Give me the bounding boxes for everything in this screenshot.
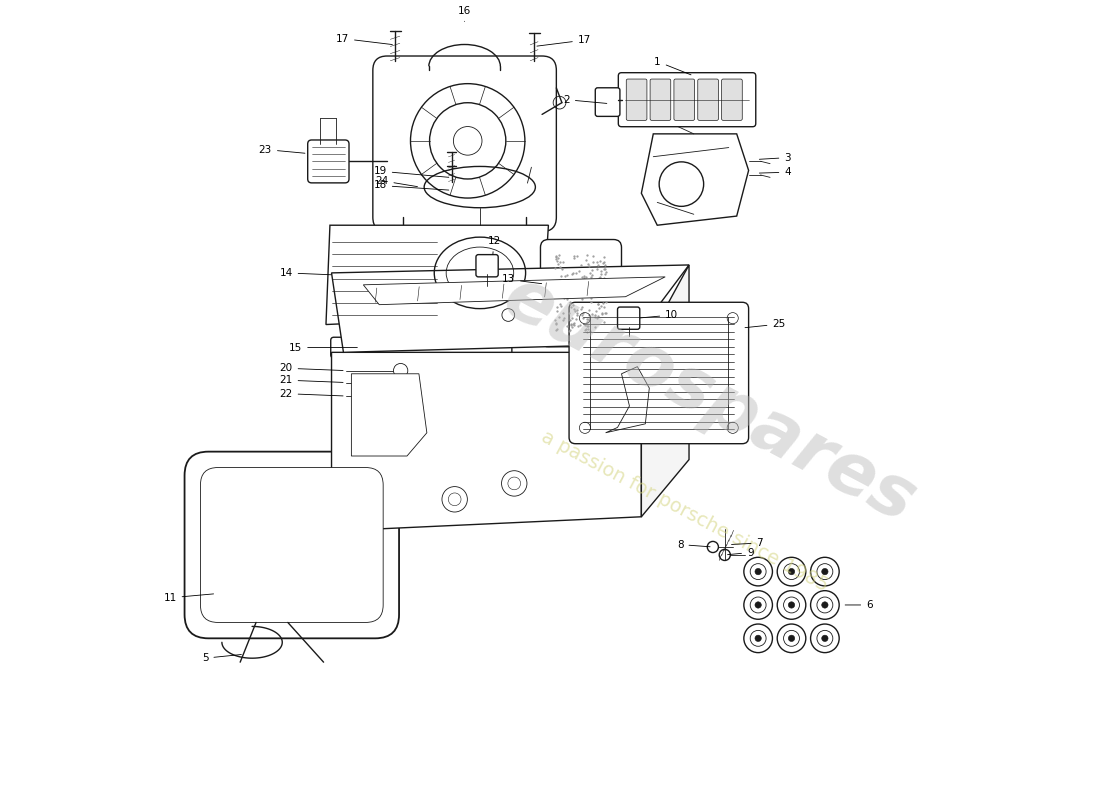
Circle shape (789, 635, 794, 642)
Text: 17: 17 (537, 35, 591, 46)
Circle shape (755, 569, 761, 574)
Polygon shape (326, 226, 549, 325)
FancyBboxPatch shape (185, 452, 399, 638)
FancyBboxPatch shape (308, 140, 349, 183)
Circle shape (755, 635, 761, 642)
Polygon shape (641, 134, 749, 226)
Text: 10: 10 (640, 310, 679, 320)
FancyBboxPatch shape (626, 79, 647, 120)
Text: 8: 8 (676, 539, 711, 550)
Polygon shape (641, 265, 689, 517)
Circle shape (822, 569, 828, 574)
FancyBboxPatch shape (331, 338, 512, 358)
Text: a passion for porsche since 1985: a passion for porsche since 1985 (538, 427, 832, 595)
Text: 12: 12 (487, 236, 500, 254)
Circle shape (822, 602, 828, 608)
Text: 19: 19 (374, 166, 449, 178)
Circle shape (755, 602, 761, 608)
Text: 13: 13 (502, 274, 541, 285)
FancyBboxPatch shape (476, 254, 498, 277)
Text: 15: 15 (289, 342, 358, 353)
Text: 7: 7 (732, 538, 763, 548)
Text: 16: 16 (458, 6, 471, 22)
Text: 24: 24 (375, 176, 417, 186)
FancyBboxPatch shape (200, 467, 383, 622)
Text: 2: 2 (563, 94, 607, 105)
Circle shape (822, 635, 828, 642)
Text: 21: 21 (279, 375, 343, 385)
FancyBboxPatch shape (373, 56, 557, 231)
FancyBboxPatch shape (540, 239, 622, 346)
Text: 23: 23 (258, 145, 305, 154)
Text: 6: 6 (845, 600, 872, 610)
Polygon shape (331, 265, 689, 352)
Text: 14: 14 (279, 268, 331, 278)
FancyBboxPatch shape (618, 73, 756, 126)
Text: 5: 5 (201, 653, 241, 663)
Text: 18: 18 (374, 181, 449, 190)
Text: 22: 22 (279, 389, 343, 398)
Text: 11: 11 (164, 593, 213, 603)
Text: 25: 25 (745, 319, 785, 329)
Polygon shape (351, 374, 427, 456)
Polygon shape (363, 277, 666, 305)
FancyBboxPatch shape (569, 302, 749, 444)
Circle shape (789, 569, 794, 574)
Text: 1: 1 (654, 57, 691, 75)
FancyBboxPatch shape (595, 88, 620, 116)
FancyBboxPatch shape (722, 79, 742, 120)
FancyBboxPatch shape (697, 79, 718, 120)
FancyBboxPatch shape (674, 79, 694, 120)
Polygon shape (606, 366, 649, 433)
FancyBboxPatch shape (617, 307, 640, 330)
Text: eurospares: eurospares (491, 262, 926, 538)
Text: 17: 17 (336, 34, 393, 45)
Polygon shape (331, 352, 641, 531)
Text: 9: 9 (727, 547, 754, 558)
Text: 3: 3 (759, 153, 791, 162)
Circle shape (789, 602, 794, 608)
Text: 20: 20 (279, 363, 343, 374)
FancyBboxPatch shape (650, 79, 671, 120)
Text: 4: 4 (759, 167, 791, 178)
